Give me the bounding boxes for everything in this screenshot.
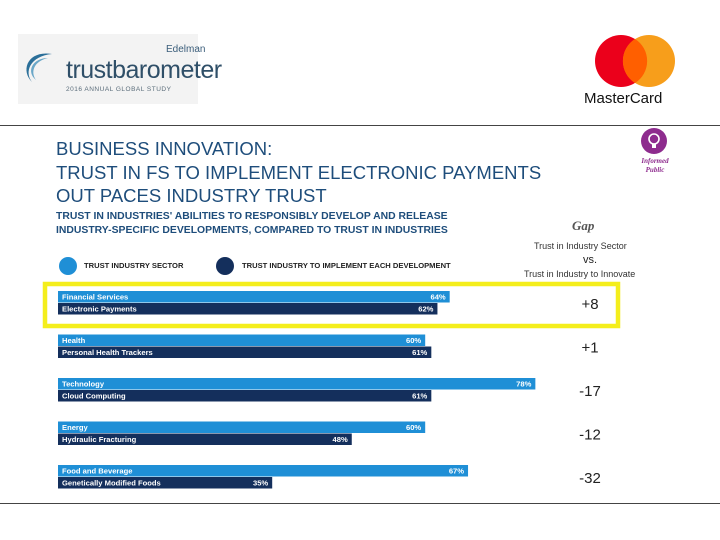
edelman-brand: Edelman: [166, 44, 206, 55]
value-development-cloud-computing: 61%: [412, 392, 427, 401]
label-development-genetically-modified-foods: Genetically Modified Foods: [62, 479, 161, 488]
edelman-trustbarometer-logo: Edelman trustbarometer 2016 ANNUAL GLOBA…: [18, 34, 222, 104]
bar-development-hydraulic-fracturing: [58, 433, 352, 445]
bar-development-personal-health-trackers: [58, 346, 432, 358]
subtitle-line-2: INDUSTRY-SPECIFIC DEVELOPMENTS, COMPARED…: [56, 224, 448, 236]
label-sector-technology: Technology: [62, 380, 105, 389]
legend-sector-label: TRUST INDUSTRY SECTOR: [84, 261, 184, 270]
bar-sector-health: [58, 334, 426, 346]
value-development-genetically-modified-foods: 35%: [253, 479, 268, 488]
legend-development-label: TRUST INDUSTRY TO IMPLEMENT EACH DEVELOP…: [242, 261, 451, 270]
gap-line-sector: Trust in Industry Sector: [534, 241, 627, 251]
subtitle-line-1: TRUST IN INDUSTRIES' ABILITIES TO RESPON…: [56, 211, 448, 222]
top-divider: [0, 125, 720, 126]
title-line-3: OUT PACES INDUSTRY TRUST: [56, 185, 327, 206]
bar-development-cloud-computing: [58, 390, 432, 402]
value-development-electronic-payments: 62%: [418, 305, 433, 314]
value-development-personal-health-trackers: 61%: [412, 348, 427, 357]
slide-title: BUSINESS INNOVATION: TRUST IN FS TO IMPL…: [56, 137, 616, 208]
value-sector-food-and-beverage: 67%: [449, 467, 464, 476]
legend-development-swatch: [216, 257, 234, 275]
edelman-swirl-icon: [26, 53, 52, 82]
bar-sector-food-and-beverage: [58, 465, 469, 477]
gap-value-energy: -12: [579, 427, 601, 444]
mastercard-wordmark: MasterCard: [584, 90, 663, 107]
label-sector-financial-services: Financial Services: [62, 293, 128, 302]
highlight-box: [42, 281, 621, 329]
label-development-hydraulic-fracturing: Hydraulic Fracturing: [62, 435, 137, 444]
value-sector-health: 60%: [406, 336, 421, 345]
study-caption: 2016 ANNUAL GLOBAL STUDY: [66, 86, 172, 93]
gap-value-health: +1: [581, 340, 598, 357]
gap-value-technology: -17: [579, 383, 601, 400]
gap-line-innovate: Trust in Industry to Innovate: [524, 269, 636, 279]
chart-subtitle: TRUST IN INDUSTRIES' ABILITIES TO RESPON…: [56, 210, 526, 237]
informed-public-label: Informed Public: [641, 157, 669, 174]
gap-value-food-and-beverage: -32: [579, 470, 601, 487]
mastercard-circles-icon: [595, 35, 675, 87]
bar-sector-financial-services: [58, 291, 450, 303]
bar-sector-energy: [58, 421, 426, 433]
title-line-2: TRUST IN FS TO IMPLEMENT ELECTRONIC PAYM…: [56, 161, 542, 183]
value-sector-technology: 78%: [516, 380, 531, 389]
trust-bar-chart: Financial Services 64% Electronic Payments…: [42, 281, 621, 489]
gap-vs: vs.: [583, 254, 598, 266]
label-development-cloud-computing: Cloud Computing: [62, 392, 126, 401]
bar-development-genetically-modified-foods: [58, 477, 273, 489]
value-sector-energy: 60%: [406, 423, 421, 432]
bar-sector-technology: [58, 378, 536, 390]
label-development-personal-health-trackers: Personal Health Trackers: [62, 348, 153, 357]
label-sector-food-and-beverage: Food and Beverage: [62, 467, 132, 476]
trustbarometer-wordmark: trustbarometer: [66, 56, 222, 84]
value-sector-financial-services: 64%: [430, 293, 445, 302]
value-development-hydraulic-fracturing: 48%: [333, 435, 348, 444]
legend-sector-swatch: [59, 257, 77, 275]
gap-value-financial-services: +8: [581, 296, 598, 313]
bottom-divider: [0, 503, 720, 504]
label-development-electronic-payments: Electronic Payments: [62, 305, 137, 314]
label-sector-energy: Energy: [62, 423, 89, 432]
bar-development-electronic-payments: [58, 303, 438, 315]
lightbulb-icon: [641, 128, 667, 154]
gap-heading: Gap: [572, 218, 595, 233]
title-line-1: BUSINESS INNOVATION:: [56, 138, 273, 159]
label-sector-health: Health: [62, 336, 86, 345]
